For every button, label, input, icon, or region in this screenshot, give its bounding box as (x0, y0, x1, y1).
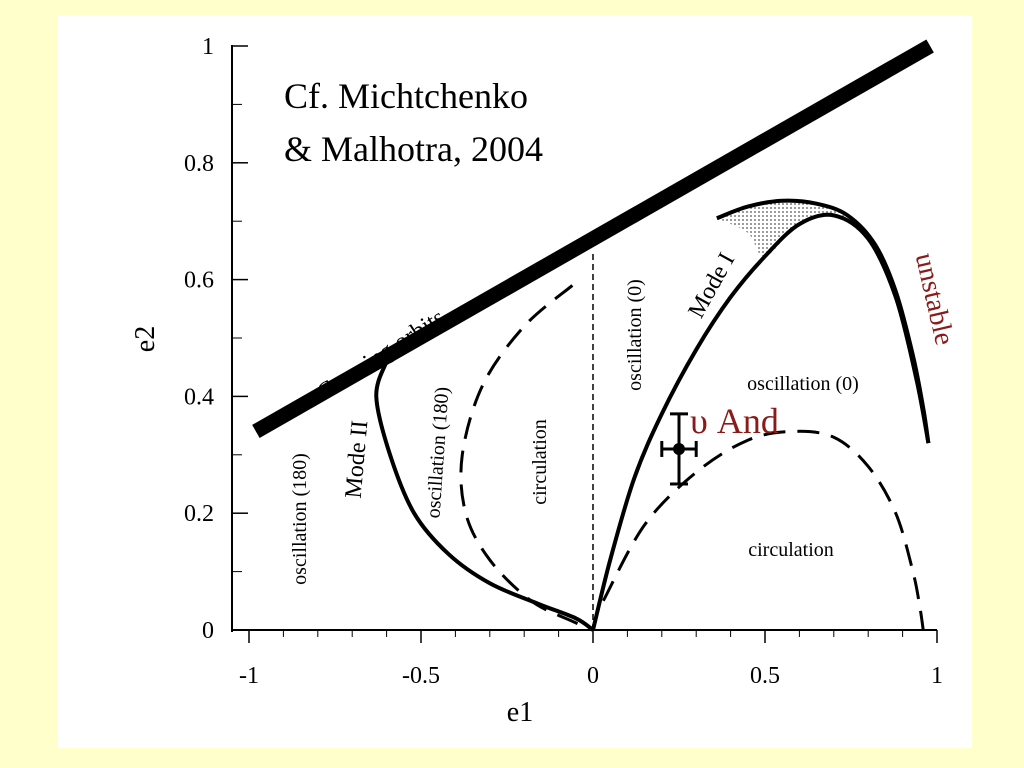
oscillation-180-left-label: oscillation (180) (289, 453, 311, 585)
oscillation-0-vertical-label: oscillation (0) (624, 279, 646, 391)
separatrix-right-dashed (602, 429, 925, 631)
x-tick-label: -0.5 (402, 663, 440, 689)
figure-panel: -1 -0.5 0 0.5 1 0 0.2 0.4 0.6 0.8 1 e1 e2 Cf. Mich… (58, 15, 972, 748)
crossing-orbits-label: Crossing orbits (313, 304, 450, 405)
upsilon-and-data-point (660, 412, 698, 486)
separatrix-left-dashed (459, 284, 594, 632)
data-point-marker (673, 442, 685, 455)
citation-line-1: Cf. Michtchenko (284, 76, 528, 116)
x-tick-label: 0 (587, 663, 599, 689)
phase-diagram-chart: -1 -0.5 0 0.5 1 0 0.2 0.4 0.6 0.8 1 e1 e2 Cf. Mich… (130, 34, 960, 728)
x-axis-label: e1 (507, 697, 533, 728)
axis-ticks: -1 -0.5 0 0.5 1 0 0.2 0.4 0.6 0.8 1 (184, 34, 943, 689)
x-tick-label: -1 (239, 663, 259, 689)
oscillation-180-mid-label: oscillation (180) (422, 386, 453, 519)
y-tick-label: 0.6 (184, 268, 214, 294)
y-tick-label: 1 (202, 34, 214, 60)
upsilon-and-label: υ And (690, 401, 779, 441)
x-tick-label: 1 (931, 663, 943, 689)
circulation-right-label: circulation (748, 539, 834, 561)
y-tick-label: 0.2 (184, 501, 214, 527)
unstable-label: unstable (909, 250, 960, 348)
x-tick-label: 0.5 (750, 663, 780, 689)
mode-ii-curve (374, 360, 595, 632)
y-axis-label: e2 (130, 326, 161, 352)
y-tick-label: 0 (202, 618, 214, 644)
y-tick-label: 0.4 (184, 384, 214, 410)
mode-i-label: Mode I (684, 249, 741, 323)
circulation-left-label: circulation (529, 419, 551, 505)
unstable-boundary-curve (716, 198, 931, 444)
citation-line-2: & Malhotra, 2004 (284, 129, 543, 169)
unstable-region (716, 200, 896, 298)
y-tick-label: 0.8 (184, 151, 214, 177)
mode-ii-label: Mode II (341, 419, 374, 499)
chart-curves (252, 39, 934, 632)
crossing-orbits-line (252, 39, 934, 438)
oscillation-0-right-label: oscillation (0) (747, 373, 859, 395)
